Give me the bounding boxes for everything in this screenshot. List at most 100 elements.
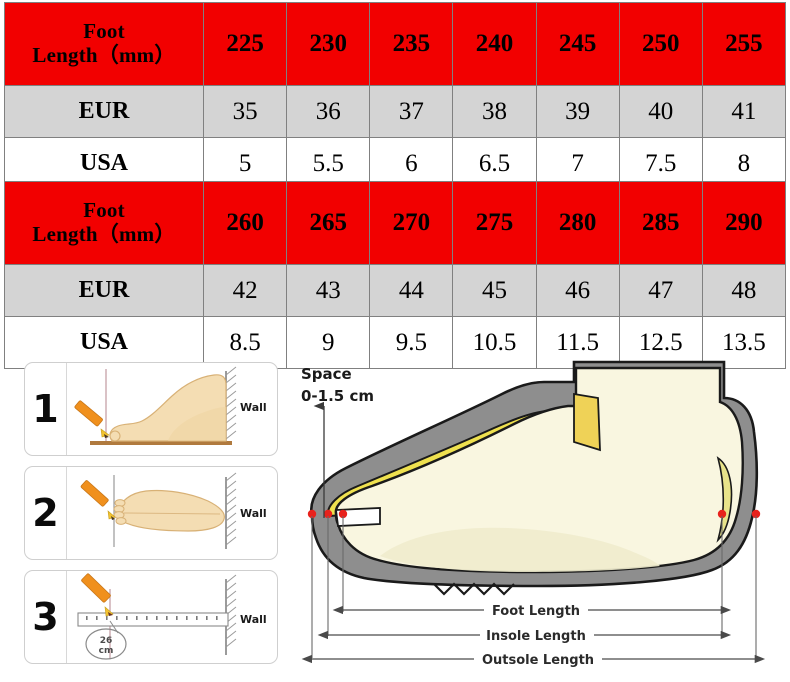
tongue-padding <box>573 392 601 452</box>
eur-value: 35 <box>202 85 288 138</box>
eur-value: 48 <box>701 264 787 317</box>
dimension-label-insole-length: Insole Length <box>486 629 586 644</box>
pencil-icon <box>81 573 114 617</box>
foot-length-value: 235 <box>369 2 454 86</box>
foot-outline-top <box>116 489 225 532</box>
space-callout: Space 0-1.5 cm <box>301 364 374 408</box>
foot-shape <box>334 366 744 574</box>
wall-label: Wall <box>240 507 267 520</box>
foot-length-value: 230 <box>286 2 371 86</box>
ruler-icon <box>77 612 229 627</box>
eur-value: 42 <box>202 264 288 317</box>
foot-length-header-line1: Foot <box>83 19 125 44</box>
usa-value: 9 <box>286 316 371 369</box>
foot-length-header-line2: Length（mm） <box>32 222 176 246</box>
foot-length-value: 255 <box>701 2 787 86</box>
foot-length-header-line2: Length（mm） <box>32 43 176 67</box>
floor-line <box>90 441 232 445</box>
dimension-label-outsole-length: Outsole Length <box>482 653 594 668</box>
step-number: 2 <box>25 467 67 559</box>
marker-dot-foot-toe <box>338 509 348 519</box>
space-callout-line2: 0-1.5 cm <box>301 386 374 405</box>
ruler-reading-callout: 26 cm <box>85 620 127 660</box>
big-toe <box>109 430 121 442</box>
eur-row-label: EUR <box>4 264 204 317</box>
foot-length-value: 260 <box>202 181 288 265</box>
usa-value: 12.5 <box>618 316 703 369</box>
ruler-measurement-illustration: 26 cm Wall <box>68 571 277 663</box>
usa-value: 13.5 <box>701 316 787 369</box>
ruler-value: 26 <box>100 636 113 646</box>
foot-length-header-cell: Foot Length（mm） <box>4 2 204 86</box>
table-row: EUR 35 36 37 38 39 40 41 <box>4 85 787 138</box>
table-row: EUR 42 43 44 45 46 47 48 <box>4 264 787 317</box>
eur-value: 41 <box>701 85 787 138</box>
measurement-step-1: 1 <box>24 362 278 456</box>
measurement-diagram-area: 1 <box>0 358 790 677</box>
eur-value: 45 <box>452 264 537 317</box>
step-number: 3 <box>25 571 67 663</box>
shoe-cross-section-diagram: Space 0-1.5 cm <box>288 358 790 677</box>
step-3-svg: 26 cm Wall <box>77 573 267 660</box>
foot-length-value: 280 <box>535 181 620 265</box>
table-row: Foot Length（mm） 225 230 235 240 245 250 … <box>4 2 787 86</box>
wall-icon <box>225 472 237 549</box>
ruler-unit: cm <box>99 646 114 656</box>
size-table-large-wrapper: Foot Length（mm） 260 265 270 275 280 285 … <box>4 181 787 369</box>
eur-value: 39 <box>535 85 620 138</box>
size-table-small: Foot Length（mm） 225 230 235 240 245 250 … <box>4 2 787 190</box>
foot-length-value: 275 <box>452 181 537 265</box>
eur-value: 40 <box>618 85 703 138</box>
table-row: USA 8.5 9 9.5 10.5 11.5 12.5 13.5 <box>4 316 787 369</box>
foot-arch-shadow <box>168 407 226 441</box>
marker-dot-outsole-toe <box>307 509 317 519</box>
sole-tread <box>433 582 515 596</box>
heel-insole-strip <box>716 456 733 543</box>
foot-side-view-illustration: Wall <box>68 363 277 455</box>
step-number: 1 <box>25 363 67 455</box>
foot-midline <box>123 512 221 515</box>
eur-value: 37 <box>369 85 454 138</box>
usa-value: 8.5 <box>202 316 288 369</box>
foot-length-header-line1: Foot <box>83 198 125 223</box>
eur-value: 44 <box>369 264 454 317</box>
eur-row-label: EUR <box>4 85 204 138</box>
wall-label: Wall <box>240 401 267 414</box>
size-table-small-wrapper: Foot Length（mm） 225 230 235 240 245 250 … <box>4 2 787 190</box>
foot-length-value: 240 <box>452 2 537 86</box>
usa-row-label: USA <box>4 316 204 369</box>
eur-value: 46 <box>535 264 620 317</box>
step-1-svg: Wall <box>74 366 267 445</box>
eur-value: 43 <box>286 264 371 317</box>
eur-value: 38 <box>452 85 537 138</box>
foot-length-value: 250 <box>618 2 703 86</box>
toe-cap-detail <box>334 507 381 527</box>
marker-dot-outsole-heel <box>751 509 761 519</box>
foot-length-value: 265 <box>286 181 371 265</box>
eur-value: 36 <box>286 85 371 138</box>
space-callout-line1: Space <box>301 365 352 383</box>
foot-length-value: 285 <box>618 181 703 265</box>
shoe-svg: Foot Length Insole Length Outsole Length <box>301 360 766 668</box>
usa-value: 10.5 <box>452 316 537 369</box>
foot-length-value: 290 <box>701 181 787 265</box>
pencil-icon <box>80 480 116 520</box>
measurement-steps: 1 <box>24 362 282 674</box>
foot-length-value: 225 <box>202 2 288 86</box>
size-table-large: Foot Length（mm） 260 265 270 275 280 285 … <box>4 181 787 369</box>
eur-value: 47 <box>618 264 703 317</box>
table-row: Foot Length（mm） 260 265 270 275 280 285 … <box>4 181 787 265</box>
wall-icon <box>225 366 237 443</box>
marker-dot-insole-toe <box>323 509 333 519</box>
foot-length-header-cell: Foot Length（mm） <box>4 181 204 265</box>
toe <box>115 517 127 525</box>
foot-length-value: 245 <box>535 2 620 86</box>
pencil-icon <box>74 400 110 438</box>
wall-label: Wall <box>240 613 267 626</box>
measurement-step-2: 2 <box>24 466 278 560</box>
foot-top-view-illustration: Wall <box>68 467 277 559</box>
usa-value: 9.5 <box>369 316 454 369</box>
marker-dot-foot-heel <box>717 509 727 519</box>
dimension-label-foot-length: Foot Length <box>492 604 580 619</box>
foot-sole-shading <box>380 527 660 572</box>
